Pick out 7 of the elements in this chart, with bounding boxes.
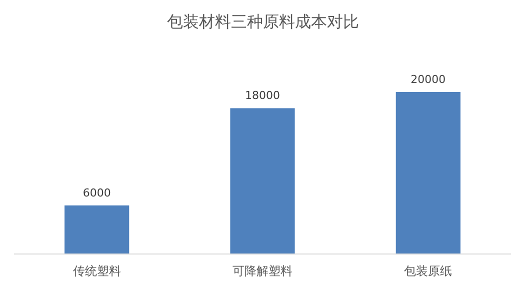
data-label: 18000 bbox=[245, 89, 280, 102]
x-tick-label: 包装原纸 bbox=[404, 264, 452, 278]
chart-title: 包装材料三种原料成本对比 bbox=[167, 12, 359, 31]
data-label: 6000 bbox=[82, 186, 111, 200]
data-label: 20000 bbox=[410, 73, 446, 86]
x-tick-label: 可降解塑料 bbox=[232, 264, 292, 278]
x-tick-label: 传统塑料 bbox=[72, 264, 121, 278]
